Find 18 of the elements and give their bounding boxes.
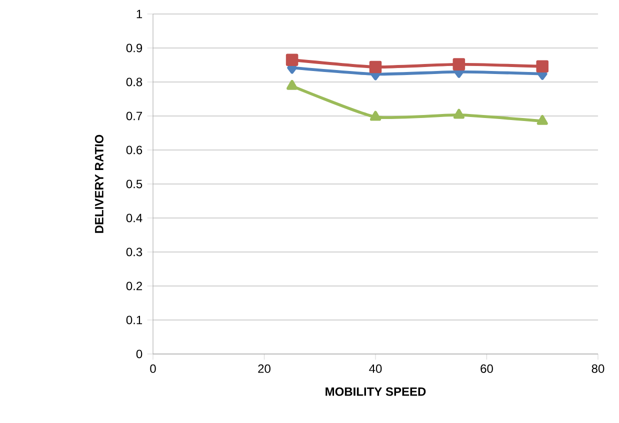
x-tick-label: 60 — [480, 364, 493, 373]
x-tick-label: 0 — [150, 364, 156, 373]
x-axis-title: MOBILITY SPEED — [326, 387, 426, 396]
y-tick-label: 0.7 — [126, 112, 142, 120]
y-axis-title: DELIVERY RATIO — [94, 134, 104, 233]
x-tick-label: 80 — [592, 364, 604, 373]
y-tick-label: 0.3 — [126, 248, 142, 256]
y-tick-label: 0.9 — [126, 44, 142, 52]
y-tick-label: 0 — [136, 350, 142, 358]
y-tick-label: 0.8 — [126, 78, 142, 86]
y-tick-label: 0.6 — [126, 146, 142, 154]
x-tick-label: 40 — [369, 364, 382, 373]
y-tick-label: 0.2 — [126, 282, 142, 290]
y-tick-label: 0.1 — [126, 316, 142, 324]
y-tick-label: 0.5 — [126, 180, 142, 188]
y-tick-label: 1 — [136, 10, 142, 18]
x-tick-label: 20 — [258, 364, 270, 373]
y-tick-label: 0.4 — [126, 214, 142, 222]
